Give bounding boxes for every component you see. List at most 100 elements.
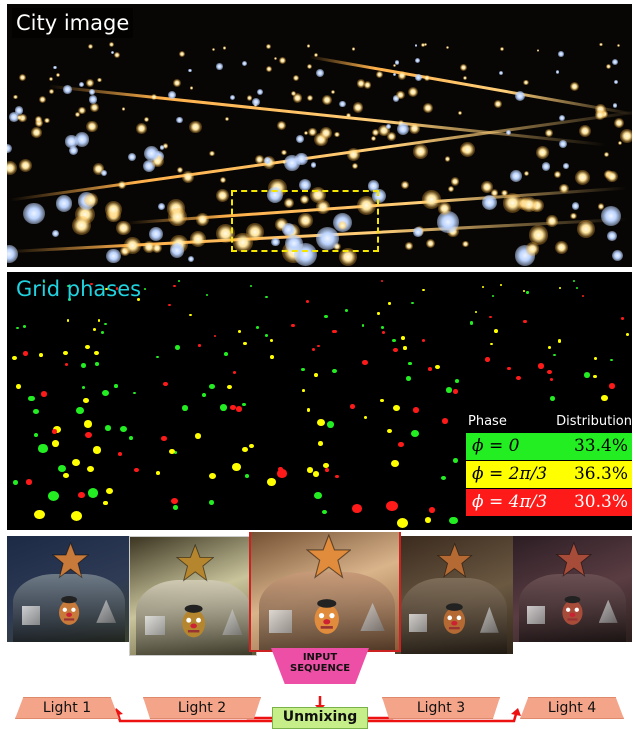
phase-dot (386, 428, 392, 434)
city-light (367, 180, 380, 192)
city-light (423, 102, 434, 113)
city-light (315, 199, 330, 215)
phase-dot (312, 470, 320, 477)
legend-row-phase-4pi-3: ϕ = 4π/3 30.3% (466, 489, 632, 516)
city-light (90, 103, 99, 113)
phase-dot (52, 429, 58, 434)
city-light (136, 123, 147, 134)
phase-dot (323, 463, 329, 468)
city-light (372, 189, 386, 204)
phase-dot (168, 303, 171, 306)
phase-dot (100, 330, 105, 334)
city-light (514, 91, 525, 102)
city-light (105, 201, 123, 219)
phase-dot (435, 364, 440, 369)
phase-dot (474, 311, 478, 314)
star-ornament-icon (176, 544, 215, 582)
city-light (570, 212, 577, 220)
city-light (117, 181, 126, 190)
city-light (13, 94, 18, 99)
unmixing-label: Unmixing (272, 707, 368, 729)
city-light (263, 156, 272, 165)
city-light (555, 69, 560, 74)
phase-dot (38, 444, 48, 453)
city-light (7, 245, 19, 264)
zoom-region-box (231, 190, 379, 252)
city-light (85, 78, 94, 87)
phase-dot (48, 491, 60, 502)
city-light (285, 234, 304, 253)
city-light (545, 129, 554, 137)
city-light (152, 242, 163, 254)
city-light (536, 49, 540, 53)
star-ornament-icon (555, 542, 592, 578)
phase-dot (393, 405, 401, 412)
city-light (277, 120, 287, 130)
phase-dot (317, 344, 321, 348)
light-3-image (395, 536, 513, 654)
phase-dot (34, 433, 39, 437)
city-light (604, 152, 610, 157)
city-light (480, 180, 493, 193)
phase-dot (291, 323, 296, 328)
city-light (413, 227, 423, 237)
phase-dot (189, 314, 192, 317)
phase-dot (34, 509, 45, 520)
city-light (401, 181, 409, 189)
input-sequence-label: INPUT SEQUENCE (290, 652, 351, 674)
phase-dot (446, 387, 453, 393)
city-light (307, 63, 313, 69)
city-light (216, 188, 230, 202)
phase-dot (84, 420, 93, 428)
city-light (363, 81, 372, 89)
city-light (88, 95, 98, 104)
city-light (72, 216, 92, 236)
city-light (173, 78, 182, 87)
city-light (425, 239, 435, 249)
phase-dot (321, 509, 327, 515)
phase-dot (408, 362, 412, 365)
phase-dot (391, 459, 399, 467)
city-light (413, 143, 429, 159)
city-light (535, 145, 549, 160)
phase-dot (128, 435, 134, 440)
city-light (216, 63, 223, 70)
city-light (18, 158, 32, 172)
city-light (306, 44, 310, 48)
city-light (266, 44, 271, 49)
phase-dot (161, 436, 167, 442)
phase-dot (424, 517, 432, 523)
phase-dot (103, 501, 108, 505)
phase-dot (28, 395, 35, 402)
city-light (274, 56, 278, 61)
city-light (612, 249, 624, 261)
phase-dot (572, 280, 575, 283)
phase-dot (16, 326, 19, 329)
city-image-panel: City image (7, 4, 632, 267)
phase-dot (92, 446, 102, 454)
input-sequence-callout: INPUT SEQUENCE (271, 648, 369, 684)
city-light (396, 90, 405, 100)
city-light (281, 159, 287, 165)
city-light (162, 143, 169, 149)
city-light (594, 103, 606, 115)
city-light (212, 48, 216, 52)
phase-dot (163, 381, 168, 387)
city-light (149, 227, 164, 241)
phase-dot (78, 491, 85, 498)
phase-dot (94, 362, 99, 366)
phase-dot (393, 347, 398, 352)
city-light (245, 222, 264, 242)
city-light (169, 243, 184, 258)
phase-dot (86, 465, 95, 473)
city-light (189, 120, 202, 134)
phase-dot (115, 287, 119, 290)
arrow-to-light-1 (116, 713, 272, 723)
phase-dot (94, 350, 99, 355)
city-light (14, 106, 24, 115)
phase-dot (493, 328, 498, 333)
phase-dot (427, 366, 433, 371)
light-1-image (7, 536, 131, 642)
phase-dot (209, 384, 215, 390)
city-light (607, 231, 617, 241)
